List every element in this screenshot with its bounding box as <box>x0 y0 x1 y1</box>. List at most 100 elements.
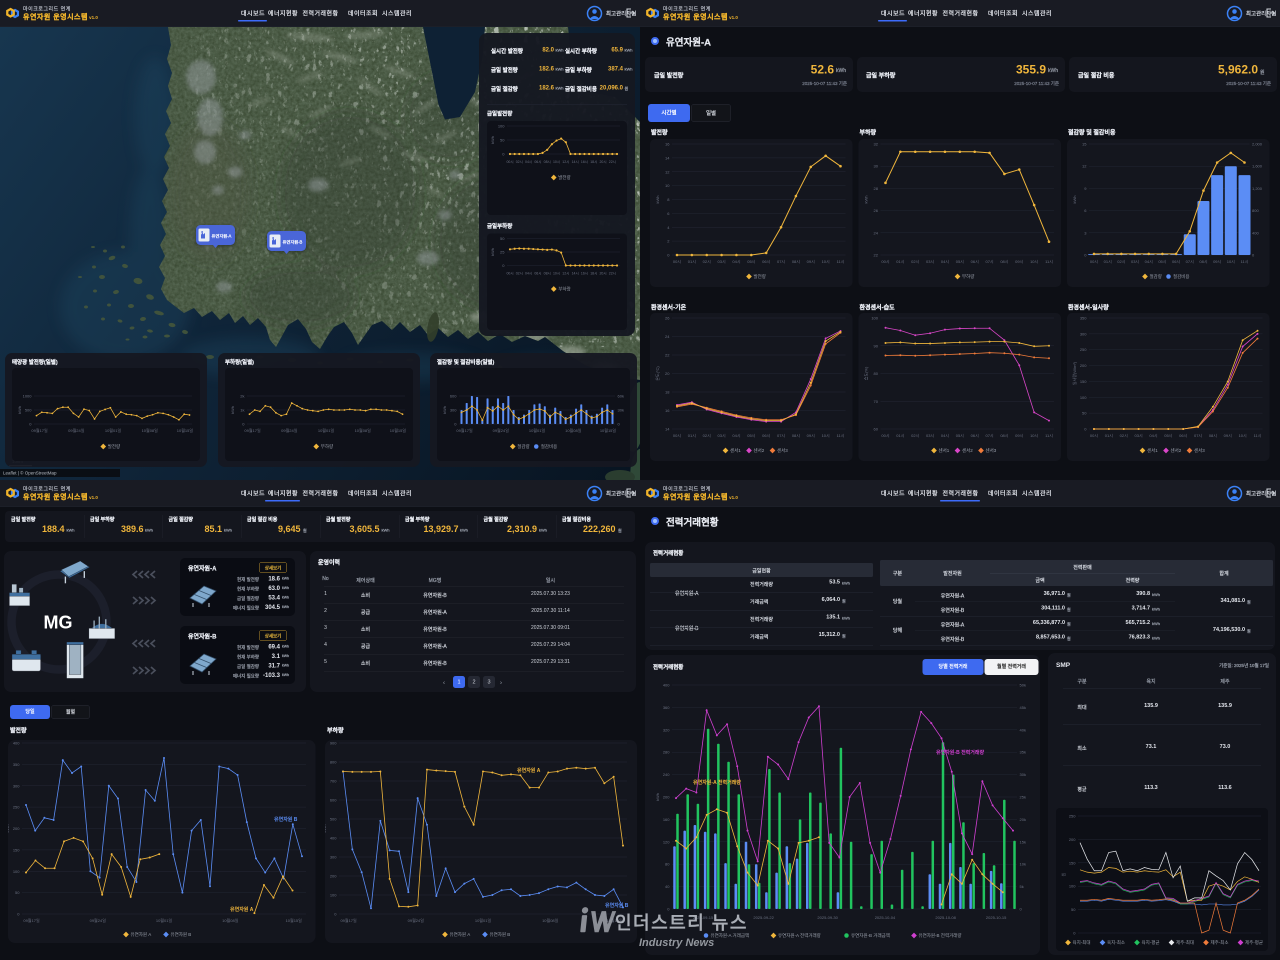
svg-text:100: 100 <box>1080 395 1087 400</box>
svg-text:80: 80 <box>874 371 879 376</box>
svg-text:0: 0 <box>667 253 670 258</box>
svg-text:22: 22 <box>665 353 670 358</box>
svg-text:80: 80 <box>665 862 670 867</box>
svg-text:kWh: kWh <box>442 406 447 414</box>
svg-text:0: 0 <box>1084 427 1087 432</box>
svg-text:10월01일: 10월01일 <box>529 427 546 433</box>
svg-text:09월17일: 09월17일 <box>456 427 473 433</box>
svg-text:제주-최소: 제주-최소 <box>1211 939 1229 946</box>
svg-text:11시: 11시 <box>1254 433 1262 438</box>
svg-text:09월17일: 09월17일 <box>23 917 40 923</box>
svg-text:1000: 1000 <box>23 394 33 399</box>
svg-text:600: 600 <box>450 394 457 399</box>
svg-text:0: 0 <box>502 263 505 268</box>
svg-text:11시: 11시 <box>1241 259 1249 264</box>
svg-text:60k: 60k <box>618 394 624 399</box>
svg-text:02시: 02시 <box>516 159 523 164</box>
svg-text:22시: 22시 <box>609 271 616 276</box>
svg-text:14: 14 <box>665 427 670 432</box>
svg-text:100: 100 <box>330 893 337 898</box>
svg-text:07시: 07시 <box>985 433 993 438</box>
svg-text:50: 50 <box>1071 907 1076 912</box>
svg-text:0: 0 <box>242 422 245 427</box>
svg-text:200: 200 <box>13 826 20 831</box>
svg-text:kWh: kWh <box>864 196 869 204</box>
svg-text:부하량: 부하량 <box>558 286 570 293</box>
svg-text:03시: 03시 <box>718 259 726 264</box>
svg-text:10월15일: 10월15일 <box>600 427 617 433</box>
svg-text:1,600: 1,600 <box>1252 164 1263 169</box>
svg-text:18: 18 <box>665 390 670 395</box>
svg-text:10월15일: 10월15일 <box>286 917 303 923</box>
svg-text:1,200: 1,200 <box>1252 186 1263 191</box>
svg-text:100: 100 <box>871 316 878 321</box>
svg-text:32: 32 <box>874 142 879 147</box>
svg-text:06시: 06시 <box>1172 259 1180 264</box>
svg-text:06시: 06시 <box>971 433 979 438</box>
svg-text:200: 200 <box>1080 363 1087 368</box>
svg-text:300: 300 <box>330 855 337 860</box>
svg-text:01시: 01시 <box>896 433 904 438</box>
svg-text:습도(%): 습도(%) <box>863 366 869 380</box>
svg-text:06시: 06시 <box>534 159 541 164</box>
svg-text:센서2: 센서2 <box>1171 447 1182 454</box>
svg-text:09월24일: 09월24일 <box>493 427 510 433</box>
svg-text:11시: 11시 <box>1045 259 1053 264</box>
svg-text:제주-평균: 제주-평균 <box>1245 939 1263 946</box>
svg-text:10시: 10시 <box>553 159 560 164</box>
svg-text:03시: 03시 <box>718 433 726 438</box>
svg-text:50: 50 <box>500 138 505 143</box>
svg-text:06시: 06시 <box>1179 433 1187 438</box>
svg-text:16: 16 <box>665 142 670 147</box>
svg-text:02시: 02시 <box>1117 259 1125 264</box>
svg-text:kWh: kWh <box>490 248 495 256</box>
svg-text:4: 4 <box>667 225 670 230</box>
svg-text:20: 20 <box>665 371 670 376</box>
svg-text:09월17일: 09월17일 <box>340 917 357 923</box>
svg-text:16: 16 <box>665 408 670 413</box>
svg-text:09월24일: 09월24일 <box>90 917 107 923</box>
svg-text:절감비용: 절감비용 <box>1173 273 1190 280</box>
svg-text:14시: 14시 <box>572 159 579 164</box>
svg-text:100: 100 <box>1069 884 1076 889</box>
svg-text:360: 360 <box>663 705 670 710</box>
svg-text:12: 12 <box>1082 164 1087 169</box>
svg-text:08시: 08시 <box>792 433 800 438</box>
svg-text:00시: 00시 <box>1090 433 1098 438</box>
svg-text:03시: 03시 <box>1135 433 1143 438</box>
svg-text:08시: 08시 <box>1199 259 1207 264</box>
svg-text:유연자원 A: 유연자원 A <box>517 767 541 774</box>
svg-text:320: 320 <box>663 727 670 732</box>
svg-text:0: 0 <box>334 912 337 917</box>
svg-text:2025-09-22: 2025-09-22 <box>753 915 774 920</box>
svg-text:240: 240 <box>663 772 670 777</box>
svg-text:250: 250 <box>1080 347 1087 352</box>
svg-text:500: 500 <box>25 408 32 413</box>
svg-text:센서2: 센서2 <box>754 447 765 454</box>
svg-text:08시: 08시 <box>544 159 551 164</box>
svg-text:일사량(W/m²): 일사량(W/m²) <box>1071 361 1077 385</box>
svg-text:07시: 07시 <box>1194 433 1202 438</box>
svg-text:09시: 09시 <box>1213 259 1221 264</box>
svg-text:유연자원 B: 유연자원 B <box>605 902 629 909</box>
svg-text:300: 300 <box>1080 331 1087 336</box>
svg-text:09시: 09시 <box>1224 433 1232 438</box>
svg-text:06시: 06시 <box>971 259 979 264</box>
svg-text:10월01일: 10월01일 <box>105 427 122 433</box>
svg-text:09월17일: 09월17일 <box>244 427 261 433</box>
svg-text:2k: 2k <box>240 394 244 399</box>
svg-text:02시: 02시 <box>703 259 711 264</box>
svg-text:Leaflet | © OpenStreetMap: Leaflet | © OpenStreetMap <box>3 470 57 476</box>
svg-text:kWh: kWh <box>325 825 327 833</box>
svg-text:50k: 50k <box>1020 683 1026 688</box>
svg-text:01시: 01시 <box>1105 433 1113 438</box>
svg-text:350: 350 <box>13 762 20 767</box>
svg-text:100: 100 <box>498 124 505 129</box>
svg-text:30k: 30k <box>1020 772 1026 777</box>
svg-text:02시: 02시 <box>911 259 919 264</box>
svg-text:16시: 16시 <box>581 159 588 164</box>
svg-text:부하량: 부하량 <box>321 443 333 450</box>
svg-text:800: 800 <box>1252 208 1259 213</box>
svg-text:유연자원-A 전력거래량: 유연자원-A 전력거래량 <box>778 932 821 939</box>
svg-text:30k: 30k <box>618 408 624 413</box>
